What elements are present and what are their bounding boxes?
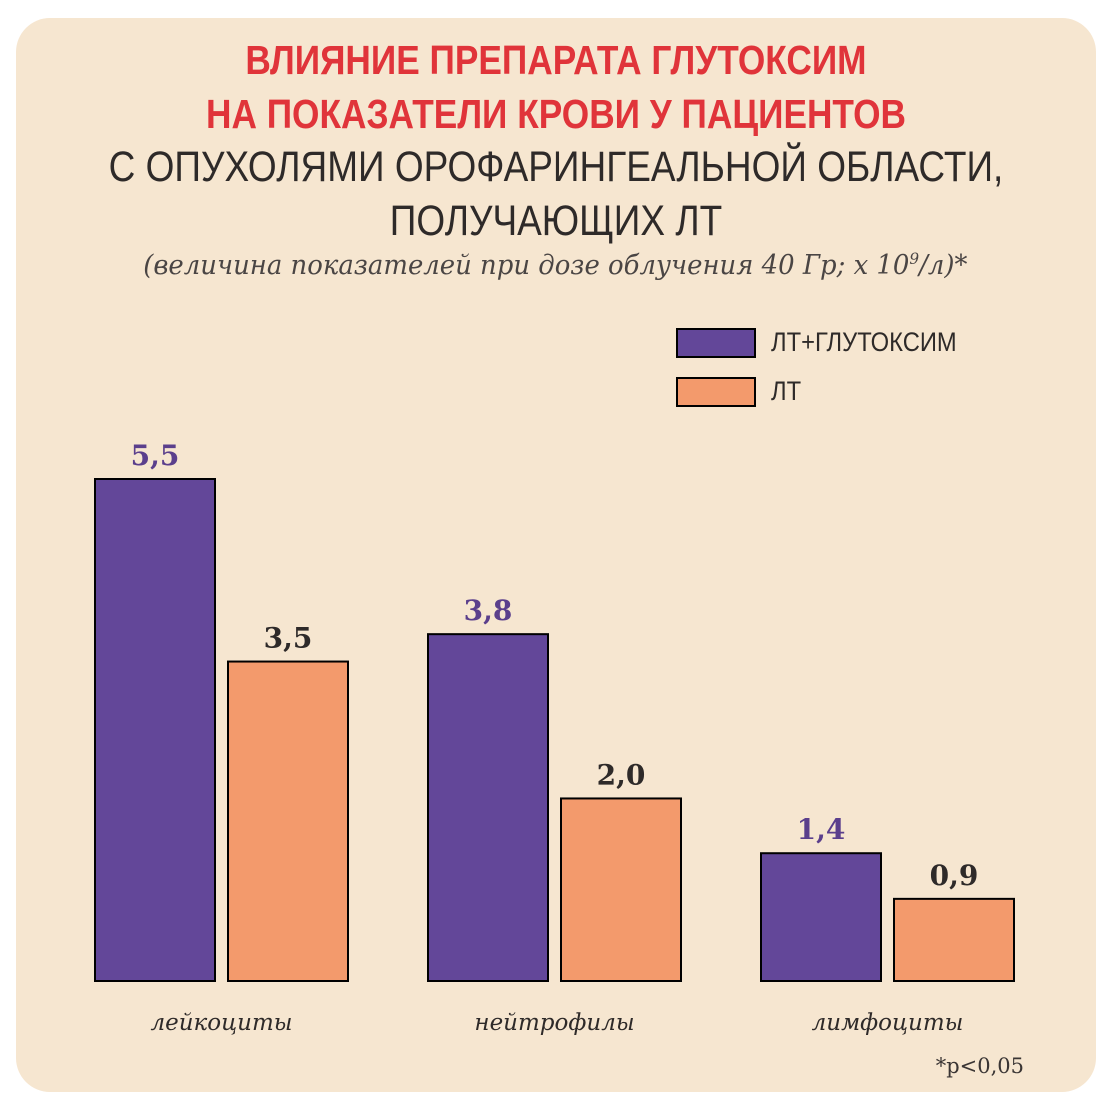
value-label-glutoxim-1: 3,8: [464, 594, 513, 627]
bar-glutoxim-2: [760, 852, 882, 983]
footnote: *p<0,05: [935, 1054, 1024, 1078]
legend-item-glutoxim: ЛТ+ГЛУТОКСИМ: [676, 327, 982, 358]
bar-lt-2: [893, 897, 1015, 983]
value-label-glutoxim-2: 1,4: [797, 813, 846, 846]
category-label-2: лимфоциты: [812, 1010, 964, 1036]
legend-swatch-lt: [676, 376, 756, 407]
bar-glutoxim-0: [94, 478, 216, 982]
bar-glutoxim-1: [427, 633, 549, 982]
category-label-0: лейкоциты: [150, 1010, 292, 1036]
title-line-3: С ОПУХОЛЯМИ ОРОФАРИНГЕАЛЬНОЙ ОБЛАСТИ,: [108, 143, 1004, 191]
subtitle-unit: /л)*: [919, 250, 968, 281]
value-label-lt-2: 0,9: [930, 859, 979, 892]
bar-lt-1: [560, 797, 682, 982]
title-line-2: НА ПОКАЗАТЕЛИ КРОВИ У ПАЦИЕНТОВ: [205, 91, 906, 137]
title-line-1: ВЛИЯНИЕ ПРЕПАРАТА ГЛУТОКСИМ: [245, 37, 867, 83]
legend-swatch-glutoxim: [676, 327, 756, 358]
legend-label-glutoxim: ЛТ+ГЛУТОКСИМ: [771, 327, 957, 357]
chart-subtitle: (величина показателей при дозе облучения…: [23, 249, 1089, 281]
category-label-1: нейтрофилы: [474, 1010, 634, 1036]
legend-item-lt: ЛТ: [676, 376, 805, 407]
legend-label-lt: ЛТ: [771, 376, 802, 406]
value-label-lt-1: 2,0: [597, 758, 646, 791]
subtitle-exponent: 9: [909, 249, 920, 268]
title-line-4: ПОЛУЧАЮЩИХ ЛТ: [389, 197, 723, 245]
value-label-glutoxim-0: 5,5: [131, 439, 180, 472]
bar-lt-0: [227, 660, 349, 983]
subtitle-text: (величина показателей при дозе облучения…: [143, 250, 910, 281]
value-label-lt-0: 3,5: [264, 622, 313, 655]
